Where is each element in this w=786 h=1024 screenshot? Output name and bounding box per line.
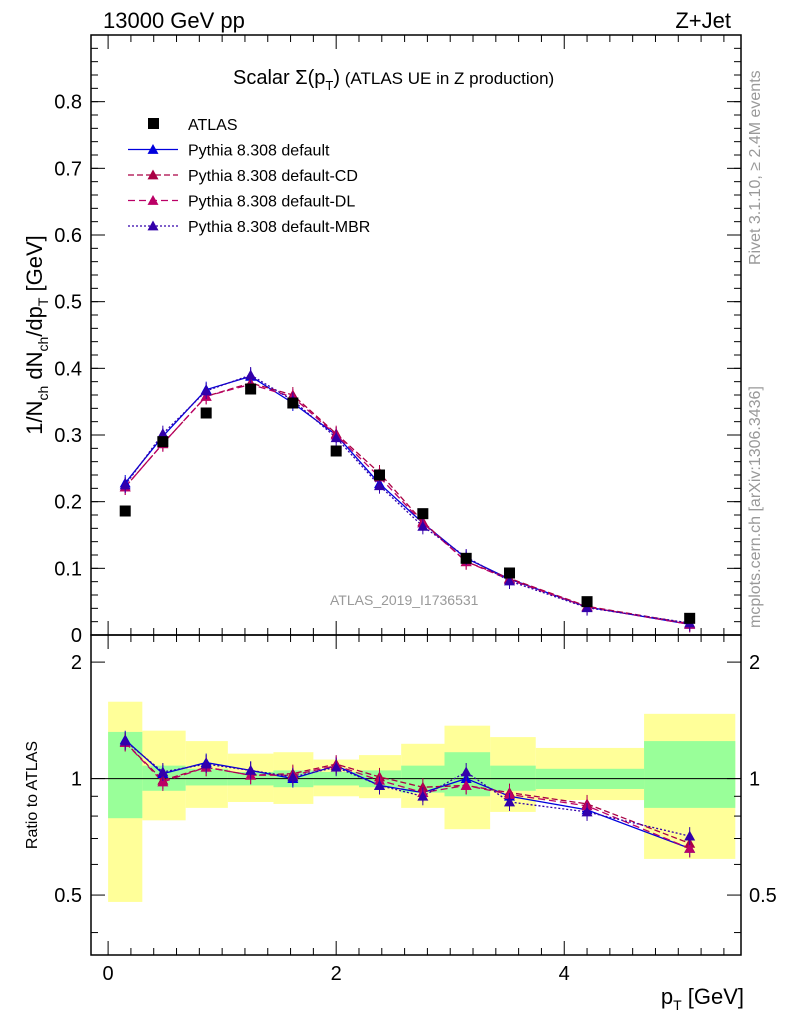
- ratio-plot-frame: [90, 634, 742, 956]
- ratio-y-axis-label: Ratio to ATLAS: [24, 741, 41, 849]
- ratio-y-tick-label: 2: [71, 652, 82, 674]
- main-y-tick-label: 0.8: [54, 92, 82, 114]
- y-label-part-d: ch: [35, 337, 51, 352]
- ratio-band-inner: [644, 741, 736, 808]
- legend-marker-default_mbr: [147, 220, 159, 231]
- y-label-part-e: /dp: [22, 306, 47, 337]
- legend-marker-default_cd: [147, 169, 159, 180]
- legend-marker-data: [148, 118, 159, 129]
- main-data-point: [581, 596, 593, 608]
- main-data-point: [417, 508, 429, 520]
- main-line-default_cd: [124, 382, 690, 625]
- plot-title-main: Scalar Σ(p: [233, 67, 325, 89]
- main-marker-default_mbr: [374, 480, 386, 491]
- ratio-marker-default_dl: [460, 779, 472, 790]
- main-y-tick-label: 0.4: [54, 358, 82, 380]
- ratio-y-tick-label-right: 1: [749, 769, 760, 791]
- ratio-marker-default_dl: [684, 842, 696, 853]
- x-label-part-b: T: [673, 997, 682, 1013]
- ratio-marker-default_mbr: [245, 764, 257, 775]
- main-data-point: [504, 567, 516, 579]
- main-y-tick-label: 0.1: [54, 558, 82, 580]
- ratio-marker-default_mbr: [200, 758, 212, 769]
- x-axis-label: pT [GeV]: [661, 984, 744, 1013]
- plot-title: Scalar Σ(pT) (ATLAS UE in Z production): [233, 67, 554, 93]
- ratio-marker-default_mbr: [417, 790, 429, 801]
- main-marker-default_mbr: [200, 385, 212, 396]
- ratio-marker-default_mbr: [504, 796, 516, 807]
- ratio-line-default_dl: [124, 741, 690, 850]
- header-process: Z+Jet: [675, 8, 731, 33]
- main-line-default_dl: [124, 383, 690, 625]
- legend-label-default_mbr: Pythia 8.308 default-MBR: [188, 219, 370, 236]
- main-plot-panel: 0 0.1 0.2 0.3 0.4 0.5 0.6 0.7 0.8: [54, 34, 742, 647]
- y-label-part-b: ch: [35, 386, 51, 401]
- ratio-band-inner: [185, 768, 228, 786]
- ratio-y-tick-label: 1: [71, 769, 82, 791]
- plot-title-close: ): [333, 67, 340, 89]
- main-y-axis-label: 1/Nch dNch/dpT [GeV]: [22, 235, 51, 435]
- main-marker-default_mbr: [504, 575, 516, 586]
- ratio-y-tick-label: 0.5: [54, 885, 82, 907]
- x-tick-label: 2: [331, 963, 342, 985]
- main-y-tick-label: 0: [71, 625, 82, 647]
- ratio-plot-panel: 0.5 0.5 1 1 2 2 0 2 4: [54, 634, 777, 985]
- main-marker-default_mbr: [330, 432, 342, 443]
- legend: ATLAS Pythia 8.308 default Pythia 8.308 de…: [128, 117, 370, 236]
- legend-label-data: ATLAS: [188, 117, 238, 134]
- main-y-tick-label: 0.5: [54, 292, 82, 314]
- header-energy: 13000 GeV pp: [103, 8, 245, 33]
- main-data-point: [684, 612, 696, 624]
- legend-marker-default: [147, 144, 159, 154]
- y-label-part-a: 1/N: [22, 401, 47, 435]
- plot-title-subscript: T: [325, 78, 333, 93]
- plot-title-rest: (ATLAS UE in Z production): [340, 69, 554, 88]
- legend-marker-default_dl: [147, 195, 159, 205]
- main-y-tick-label: 0.7: [54, 158, 82, 180]
- ratio-line-default_mbr: [124, 740, 690, 837]
- ratio-marker-default_mbr: [374, 779, 386, 790]
- ratio-marker-default_mbr: [119, 735, 131, 746]
- y-label-part-c: dN: [22, 352, 47, 386]
- ratio-marker-default_mbr: [581, 806, 593, 817]
- ratio-line-default: [124, 739, 690, 850]
- main-data-point: [460, 552, 472, 564]
- main-data-point: [245, 383, 257, 395]
- rivet-version-label: Rivet 3.1.10, ≥ 2.4M events: [747, 70, 764, 265]
- main-data-point: [287, 397, 299, 409]
- legend-label-default: Pythia 8.308 default: [188, 143, 330, 160]
- ratio-marker-default_mbr: [330, 761, 342, 772]
- main-y-tick-label: 0.2: [54, 492, 82, 514]
- main-y-tick-label: 0.6: [54, 225, 82, 247]
- y-label-part-g: [GeV]: [22, 235, 47, 297]
- ratio-y-tick-label-right: 2: [749, 652, 760, 674]
- ratio-marker-default_dl: [157, 776, 169, 787]
- ratio-marker-default_mbr: [157, 766, 169, 777]
- ratio-y-tick-label-right: 0.5: [749, 885, 777, 907]
- ratio-marker-default_mbr: [287, 771, 299, 782]
- main-data-point: [157, 436, 169, 448]
- mcplots-label: mcplots.cern.ch [arXiv:1306.3436]: [747, 386, 764, 628]
- x-label-part-a: p: [661, 984, 673, 1009]
- legend-label-default_dl: Pythia 8.308 default-DL: [188, 194, 355, 211]
- x-label-part-c: [GeV]: [682, 984, 744, 1009]
- x-tick-label: 4: [559, 963, 570, 985]
- main-marker-default_mbr: [157, 428, 169, 439]
- ratio-marker-default_mbr: [460, 766, 472, 777]
- main-y-tick-label: 0.3: [54, 425, 82, 447]
- main-marker-default_mbr: [245, 369, 257, 380]
- main-marker-default_mbr: [417, 520, 429, 531]
- x-tick-label: 0: [103, 963, 114, 985]
- main-data-point: [374, 469, 386, 481]
- main-data-point: [119, 505, 131, 517]
- main-data-point: [200, 407, 212, 419]
- main-marker-default_mbr: [119, 479, 131, 490]
- analysis-watermark: ATLAS_2019_I1736531: [330, 592, 479, 608]
- y-label-part-f: T: [35, 297, 51, 306]
- main-data-point: [330, 445, 342, 457]
- legend-label-default_cd: Pythia 8.308 default-CD: [188, 168, 358, 185]
- ratio-marker-default_mbr: [684, 830, 696, 841]
